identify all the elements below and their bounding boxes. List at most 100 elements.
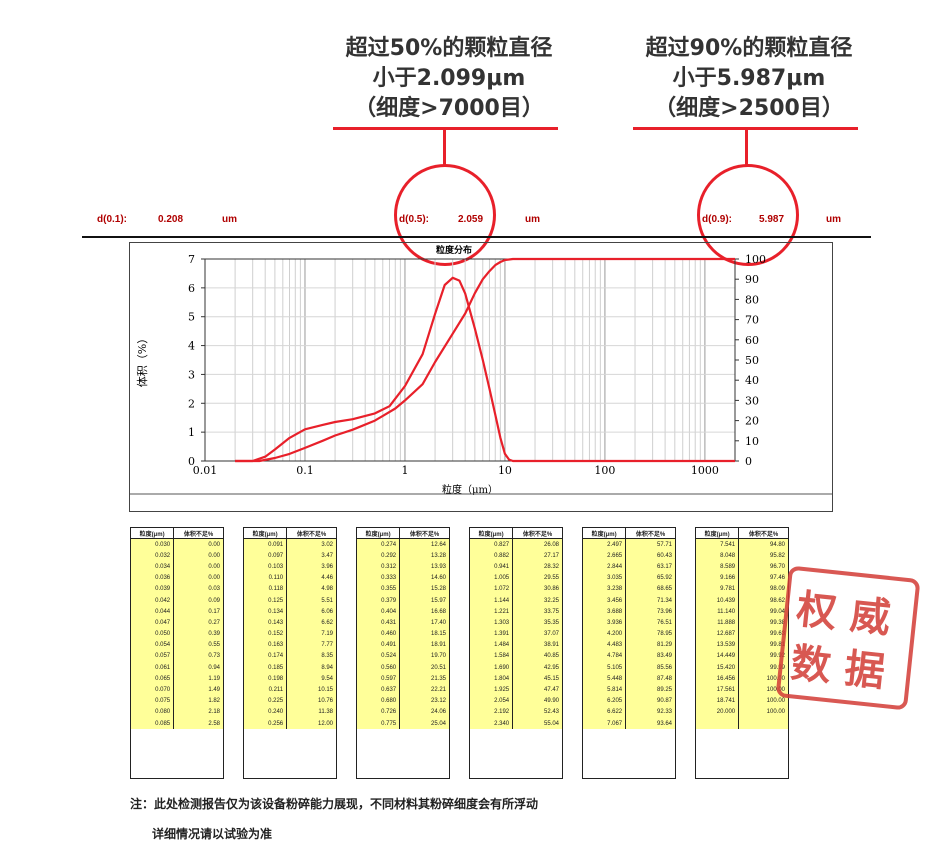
table-row: 0.292 13.28 xyxy=(357,550,449,562)
cell-volume-under: 96.70 xyxy=(738,561,788,573)
header-volume-under: 体积不足% xyxy=(286,528,336,539)
table-row: 20.000 100.00 xyxy=(696,706,788,718)
cell-volume-under: 0.17 xyxy=(173,606,223,618)
size-table: 粒度(μm) 体积不足% 0.091 3.02 0.097 3.47 0.103 3.96 0.… xyxy=(244,528,336,730)
header-size: 粒度(μm) xyxy=(131,528,175,539)
cell-size: 0.882 xyxy=(470,550,514,562)
cell-size: 0.061 xyxy=(131,662,175,674)
cell-volume-under: 8.35 xyxy=(286,650,336,663)
table-row: 0.044 0.17 xyxy=(131,606,223,618)
cell-size: 8.048 xyxy=(696,550,740,562)
cell-size: 0.103 xyxy=(244,561,288,573)
table-row: 0.882 27.17 xyxy=(470,550,562,562)
cell-volume-under: 33.75 xyxy=(512,606,562,618)
callout-d50-line3: （细度>7000目） xyxy=(354,96,544,121)
volume-distribution-line xyxy=(235,276,735,463)
cell-size: 0.163 xyxy=(244,639,288,651)
cell-size: 7.541 xyxy=(696,538,740,551)
header-volume-under: 体积不足% xyxy=(625,528,675,539)
y-axis-label: 体积（%） xyxy=(135,333,149,387)
cell-volume-under: 32.25 xyxy=(512,594,562,607)
table-row: 0.030 0.00 xyxy=(131,538,223,551)
table-row: 0.274 12.64 xyxy=(357,538,449,551)
cell-size: 4.784 xyxy=(583,650,627,663)
cell-size: 0.091 xyxy=(244,538,288,551)
cell-volume-under: 100.00 xyxy=(738,673,788,685)
cell-volume-under: 95.82 xyxy=(738,550,788,562)
cell-size: 2.054 xyxy=(470,695,514,707)
cell-size: 1.690 xyxy=(470,662,514,674)
chart-title: 粒度分布 xyxy=(436,244,472,256)
d01-value: 0.208 xyxy=(158,214,184,225)
cell-size: 0.333 xyxy=(357,572,401,584)
table-row: 0.775 25.04 xyxy=(357,718,449,730)
d09-label: d(0.9): xyxy=(702,214,732,225)
table-row: 0.225 10.76 xyxy=(244,695,336,707)
table-row: 0.827 26.08 xyxy=(470,538,562,551)
cell-volume-under: 94.80 xyxy=(738,538,788,551)
cell-size: 0.070 xyxy=(131,684,175,696)
table-row: 1.221 33.75 xyxy=(470,606,562,618)
table-row: 0.198 9.54 xyxy=(244,673,336,685)
cell-size: 0.680 xyxy=(357,695,401,707)
cell-volume-under: 26.08 xyxy=(512,538,562,551)
cell-size: 13.539 xyxy=(696,639,740,651)
table-row: 5.448 87.48 xyxy=(583,673,675,685)
y-left-tick-label: 7 xyxy=(188,253,195,266)
cell-volume-under: 18.91 xyxy=(399,639,449,651)
cell-volume-under: 83.49 xyxy=(625,650,675,663)
table-row: 0.152 7.19 xyxy=(244,628,336,640)
table-row: 0.103 3.96 xyxy=(244,561,336,573)
table-row: 3.936 76.51 xyxy=(583,617,675,629)
cell-volume-under: 6.06 xyxy=(286,606,336,618)
size-table: 粒度(μm) 体积不足% 0.827 26.08 0.882 27.17 0.941 28.3… xyxy=(470,528,562,730)
cell-size: 0.460 xyxy=(357,628,401,640)
cell-volume-under: 0.03 xyxy=(173,583,223,595)
cell-size: 0.274 xyxy=(357,538,401,551)
cell-size: 0.225 xyxy=(244,695,288,707)
table-row: 2.192 52.43 xyxy=(470,706,562,718)
cell-volume-under: 85.56 xyxy=(625,662,675,674)
y-right-tick-label: 0 xyxy=(745,455,752,468)
cell-volume-under: 0.09 xyxy=(173,594,223,607)
cell-volume-under: 22.21 xyxy=(399,684,449,696)
cell-size: 0.034 xyxy=(131,561,175,573)
table-row: 5.814 89.25 xyxy=(583,684,675,696)
cell-volume-under: 99.38 xyxy=(738,617,788,629)
cell-volume-under: 3.02 xyxy=(286,538,336,551)
table-row: 1.804 45.15 xyxy=(470,673,562,685)
cell-size: 0.726 xyxy=(357,706,401,718)
table-row: 0.211 10.15 xyxy=(244,684,336,696)
header-volume-under: 体积不足% xyxy=(512,528,562,539)
cell-size: 0.075 xyxy=(131,695,175,707)
table-row: 0.163 7.77 xyxy=(244,639,336,651)
table-row: 9.166 97.46 xyxy=(696,572,788,584)
cell-size: 5.105 xyxy=(583,662,627,674)
table-row: 0.143 6.62 xyxy=(244,617,336,629)
table-row: 14.449 99.92 xyxy=(696,650,788,663)
y-right-tick-label: 30 xyxy=(745,394,759,407)
table-row: 2.844 63.17 xyxy=(583,561,675,573)
y-right-tick-label: 80 xyxy=(745,293,759,306)
d01-label: d(0.1): xyxy=(97,214,127,225)
cell-volume-under: 0.00 xyxy=(173,550,223,562)
cell-size: 0.404 xyxy=(357,606,401,618)
cell-volume-under: 2.58 xyxy=(173,718,223,730)
cell-size: 17.561 xyxy=(696,684,740,696)
callout-d90-line2: 小于5.987μm xyxy=(672,66,826,91)
x-tick-label: 0.1 xyxy=(296,464,314,477)
cell-volume-under: 0.94 xyxy=(173,662,223,674)
cell-volume-under: 18.15 xyxy=(399,628,449,640)
cell-size: 0.185 xyxy=(244,662,288,674)
size-table-2: 粒度(μm) 体积不足% 0.091 3.02 0.097 3.47 0.103 3.96 0.… xyxy=(243,527,337,779)
table-row: 0.379 15.97 xyxy=(357,594,449,607)
d09-value: 5.987 xyxy=(759,214,785,225)
cell-size: 0.560 xyxy=(357,662,401,674)
cell-volume-under: 99.63 xyxy=(738,628,788,640)
cell-size: 1.925 xyxy=(470,684,514,696)
table-row: 0.050 0.39 xyxy=(131,628,223,640)
table-header-row: 粒度(μm) 体积不足% xyxy=(357,528,449,539)
cell-size: 6.622 xyxy=(583,706,627,718)
size-table-3: 粒度(μm) 体积不足% 0.274 12.64 0.292 13.28 0.312 13.9… xyxy=(356,527,450,779)
cell-volume-under: 55.04 xyxy=(512,718,562,730)
